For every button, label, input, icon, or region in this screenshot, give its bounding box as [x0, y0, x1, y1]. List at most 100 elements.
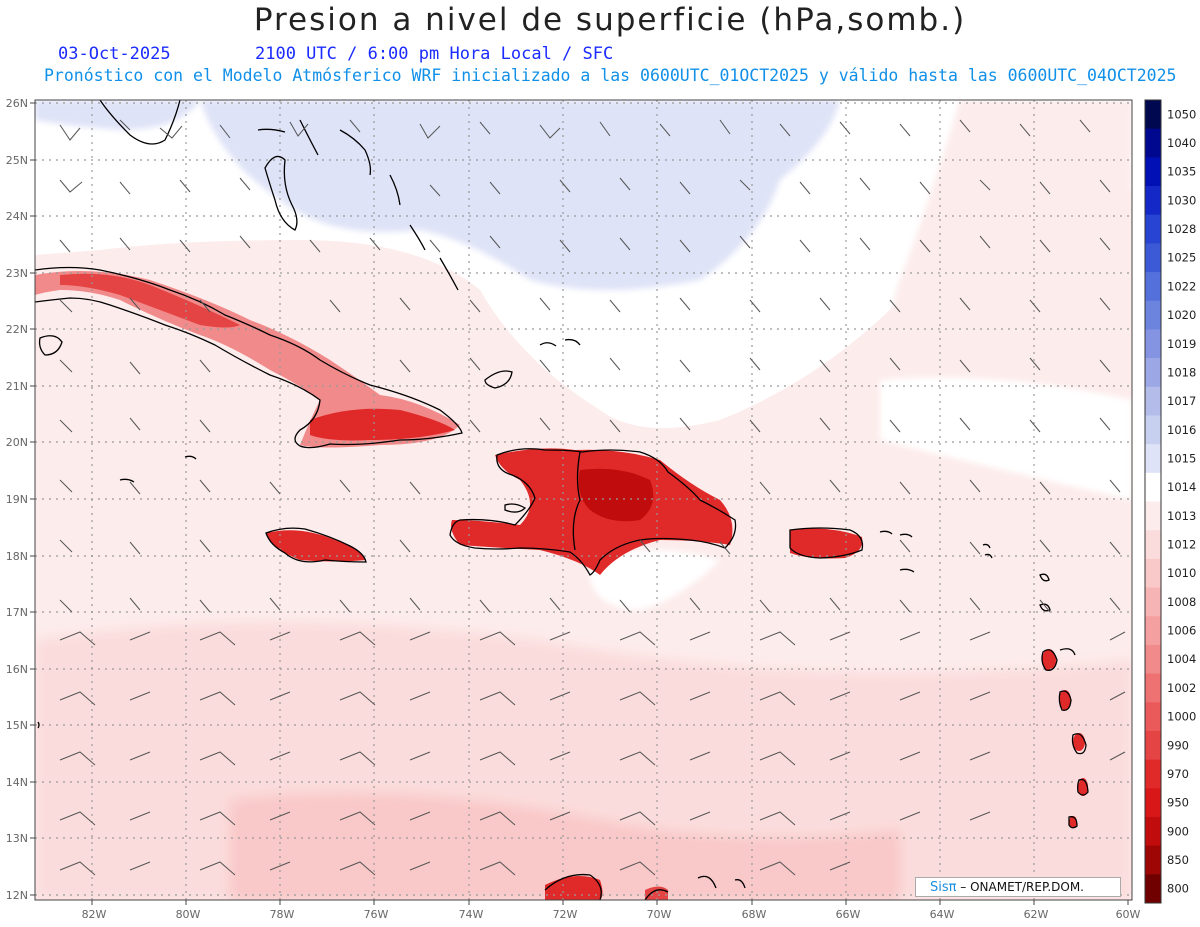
cat-island-coast — [389, 174, 401, 206]
colorbar-label: 1012 — [1167, 538, 1196, 552]
colorbar-label: 1028 — [1167, 222, 1196, 236]
lat-label: 13N — [6, 832, 28, 845]
colorbar-swatch — [1145, 157, 1161, 187]
martinique-coast — [1071, 733, 1087, 755]
colorbar-swatch — [1145, 730, 1161, 761]
turks-coast — [564, 338, 581, 346]
colorbar-label: 1016 — [1167, 423, 1196, 437]
lat-label: 22N — [6, 323, 28, 336]
pressure-field-1015-west — [35, 100, 200, 130]
colorbar-label: 900 — [1167, 824, 1189, 838]
guadeloupe-low — [1042, 649, 1056, 671]
cayman-coast — [119, 455, 197, 483]
credit-text: – ONAMET/REP.DOM. — [956, 880, 1084, 894]
colorbar-swatch — [1145, 702, 1161, 732]
lat-label: 14N — [6, 776, 28, 789]
haiti-dr-border — [572, 451, 581, 551]
lon-label: 76W — [364, 908, 389, 921]
colorbar-swatch — [1145, 788, 1161, 818]
cuba-coast — [35, 266, 463, 449]
exuma-coast — [409, 224, 426, 251]
pressure-field-1014-east — [880, 377, 1132, 500]
colorbar-swatch — [1145, 472, 1161, 502]
colorbar-swatch — [1145, 444, 1161, 474]
lon-label: 72W — [553, 908, 578, 921]
pressure-field-1014-south — [590, 550, 720, 610]
colorbar-label: 1020 — [1167, 308, 1196, 322]
lon-label: 70W — [647, 908, 672, 921]
venezuela-low — [545, 876, 603, 900]
colorbar-label: 1004 — [1167, 652, 1196, 666]
wind-barbs — [59, 119, 1126, 876]
colorbar-swatch — [1145, 329, 1161, 359]
map-frame — [34, 99, 1133, 901]
lon-label: 60W — [1116, 908, 1141, 921]
colorbar-label: 1015 — [1167, 451, 1196, 465]
lon-label: 74W — [459, 908, 484, 921]
forecast-time: 2100 UTC / 6:00 pm Hora Local / SFC — [255, 44, 614, 64]
cuba-low-core-west — [60, 273, 240, 328]
virgin-gorda-coast — [899, 568, 915, 573]
colorbar-swatch — [1145, 530, 1161, 560]
guadeloupe-coast — [1041, 648, 1076, 671]
coastlines — [35, 100, 1089, 900]
colorbar-label: 1025 — [1167, 251, 1196, 265]
colorbar-label: 1013 — [1167, 509, 1196, 523]
lat-label: 19N — [6, 493, 28, 506]
lat-label: 21N — [6, 380, 28, 393]
lon-label: 80W — [176, 908, 201, 921]
jamaica-coast — [265, 527, 367, 563]
colorbar-swatch — [1145, 501, 1161, 531]
venezuela-coast — [544, 873, 602, 900]
credit-box: Sisπ – ONAMET/REP.DOM. — [915, 877, 1121, 897]
abaco-coast — [299, 119, 319, 156]
colorbar-swatch — [1145, 558, 1161, 589]
caicos-coast — [539, 342, 557, 347]
forecast-date: 03-Oct-2025 — [58, 44, 171, 64]
hispaniola-low-core — [578, 468, 654, 522]
colorbar-label: 990 — [1167, 738, 1189, 752]
lat-label: 25N — [6, 154, 28, 167]
colorbar-swatch — [1145, 845, 1161, 875]
colorbar-label: 1014 — [1167, 480, 1196, 494]
grand-bahama-coast — [257, 128, 286, 133]
lat-label: 24N — [6, 210, 28, 223]
colorbar-swatch — [1145, 386, 1161, 416]
colorbar-label: 1006 — [1167, 624, 1196, 638]
lon-label: 62W — [1024, 908, 1049, 921]
latitude-labels: 26N 25N 24N 23N 22N 21N 20N 19N 18N 17N … — [6, 97, 28, 902]
st-lucia-coast — [1077, 778, 1089, 796]
cuba-low-core-east — [310, 408, 455, 441]
lat-label: 15N — [6, 719, 28, 732]
colorbar-label: 950 — [1167, 796, 1189, 810]
lon-label: 82W — [82, 908, 107, 921]
colorbar-swatch — [1145, 816, 1161, 847]
cuba-low — [35, 271, 460, 448]
aruba-coast — [644, 889, 669, 900]
lon-label: 64W — [930, 908, 955, 921]
map-field — [35, 100, 1132, 900]
puerto-rico-low — [790, 528, 863, 559]
colorbar-swatch — [1145, 243, 1161, 273]
colorbar-label: 1017 — [1167, 394, 1196, 408]
colorbar-swatch — [1145, 186, 1161, 216]
lat-label: 17N — [6, 606, 28, 619]
colorbar-label: 1019 — [1167, 337, 1196, 351]
puerto-rico-coast — [789, 527, 864, 559]
jamaica-low — [266, 530, 366, 562]
colorbar-label: 1018 — [1167, 365, 1196, 379]
florida-coast — [99, 100, 181, 145]
long-island-coast — [439, 257, 459, 291]
colorbar-label: 800 — [1167, 882, 1189, 896]
colorbar-label: 1030 — [1167, 193, 1196, 207]
colorbar-swatch — [1145, 644, 1161, 675]
colorbar-label: 1040 — [1167, 136, 1196, 150]
colorbar-frame — [1144, 99, 1162, 904]
model-description: Pronóstico con el Modelo Atmósferico WRF… — [44, 66, 1177, 85]
colorbar-swatch — [1145, 100, 1161, 130]
colorbar-swatch — [1145, 673, 1161, 703]
colorbar-label: 1002 — [1167, 681, 1196, 695]
lat-label: 18N — [6, 550, 28, 563]
colorbar-swatch — [1145, 759, 1161, 789]
curacao-coast — [697, 875, 717, 889]
